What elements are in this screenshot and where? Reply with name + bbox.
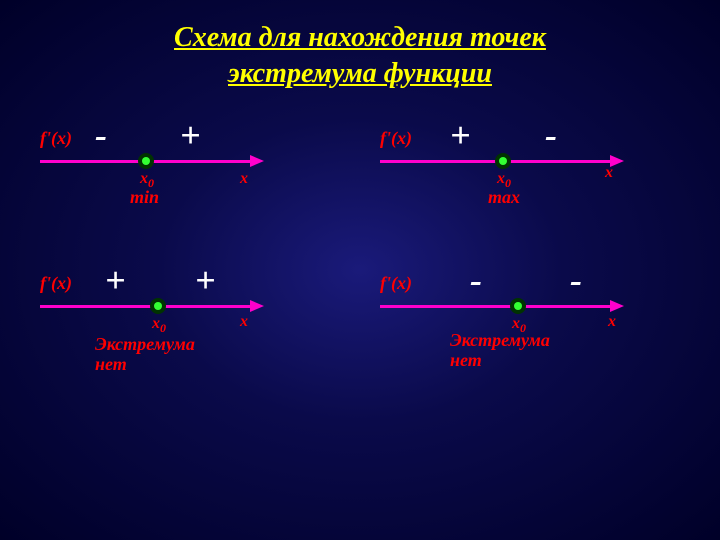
sign-left: +: [105, 259, 126, 301]
dot-inner-icon: [499, 157, 507, 165]
dot-inner-icon: [142, 157, 150, 165]
cell-min: f'(x) - + x0 x min: [40, 120, 360, 280]
derivative-label: f'(x): [380, 128, 412, 149]
cell-none-plus: f'(x) + + x0 x Экстремума нет: [40, 265, 360, 425]
result-label: Экстремума нет: [95, 335, 195, 375]
sign-right: +: [180, 114, 201, 156]
number-line: [380, 305, 610, 308]
title-line2: экстремума функции: [228, 58, 492, 89]
critical-point: [495, 153, 511, 169]
arrow-icon: [250, 300, 264, 312]
dot-inner-icon: [154, 302, 162, 310]
derivative-label: f'(x): [380, 273, 412, 294]
title-line1: Схема для нахождения точек: [174, 22, 546, 53]
x-axis-label: x: [240, 313, 248, 331]
x-axis-label: x: [240, 170, 248, 188]
diagram-grid: f'(x) - + x0 x min f'(x) + - x0 x max f'…: [0, 120, 720, 520]
x-axis-label: x: [605, 164, 613, 182]
critical-point: [510, 298, 526, 314]
sign-left: -: [470, 259, 482, 301]
sign-right: -: [545, 114, 557, 156]
dot-inner-icon: [514, 302, 522, 310]
critical-point: [150, 298, 166, 314]
sign-left: -: [95, 114, 107, 156]
arrow-icon: [610, 300, 624, 312]
number-line: [40, 305, 250, 308]
sign-left: +: [450, 114, 471, 156]
cell-max: f'(x) + - x0 x max: [380, 120, 700, 280]
derivative-label: f'(x): [40, 128, 72, 149]
result-label: max: [488, 188, 520, 208]
result-label: min: [130, 188, 159, 208]
cell-none-minus: f'(x) - - x0 x Экстремума нет: [380, 265, 700, 425]
derivative-label: f'(x): [40, 273, 72, 294]
result-label: Экстремума нет: [450, 331, 550, 371]
x-axis-label: x: [608, 313, 616, 331]
arrow-icon: [250, 155, 264, 167]
critical-point: [138, 153, 154, 169]
page-title: Схема для нахождения точек экстремума фу…: [0, 0, 720, 93]
sign-right: -: [570, 259, 582, 301]
sign-right: +: [195, 259, 216, 301]
x0-label: x0: [152, 315, 166, 336]
